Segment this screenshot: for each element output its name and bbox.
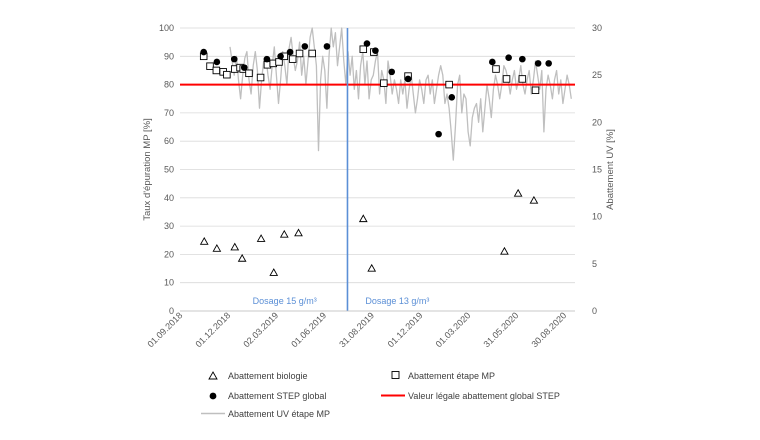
y-tick-right: 5 [592, 259, 597, 269]
point-etape-mp [359, 45, 368, 53]
legend-label-etape-mp: Abattement étape MP [408, 371, 495, 381]
y-tick-right: 20 [592, 117, 602, 127]
point-etape-mp [295, 49, 304, 58]
marker-layer [199, 40, 552, 276]
x-tick-label: 01.03.2020 [434, 310, 473, 349]
point-etape-mp [380, 79, 388, 87]
point-biologie [256, 234, 266, 242]
x-tick-label: 30.08.2020 [529, 310, 568, 349]
y-tick-left: 40 [164, 193, 174, 203]
legend-square-marker [391, 371, 400, 379]
point-etape-mp [206, 62, 214, 70]
y-tick-left: 10 [164, 278, 174, 288]
point-step-global [448, 94, 456, 101]
y-axis-right-label: Abattement UV [%] [605, 129, 616, 210]
point-biologie [529, 195, 539, 204]
point-etape-mp [212, 66, 221, 75]
y-tick-left: 20 [164, 249, 174, 259]
point-step-global [519, 55, 526, 63]
point-biologie [269, 268, 279, 276]
point-biologie [279, 229, 289, 238]
uv-series-layer [229, 27, 572, 161]
legend-label-uv: Abattement UV étape MP [228, 409, 330, 419]
y-tick-left: 90 [164, 51, 174, 61]
point-step-global [230, 55, 238, 63]
y-tick-right: 0 [592, 306, 597, 316]
point-step-global [489, 58, 496, 66]
legend-item-step-global: Abattement STEP global [209, 391, 326, 401]
y-tick-left: 30 [164, 221, 174, 231]
point-biologie [199, 236, 209, 245]
x-tick-label: 01.12.2019 [386, 310, 425, 349]
x-tick-label: 31.05.2020 [482, 310, 521, 349]
y-tick-left: 0 [169, 306, 174, 316]
point-step-global [435, 130, 442, 138]
annotation-dosage-13: Dosage 13 g/m³ [365, 296, 429, 306]
point-etape-mp [223, 70, 231, 79]
y-tick-left: 100 [159, 23, 174, 33]
point-step-global [404, 75, 412, 83]
point-etape-mp [518, 75, 527, 83]
legend-circle-marker [209, 392, 217, 400]
x-tick-label: 01.12.2018 [193, 310, 232, 349]
point-step-global [388, 68, 396, 76]
point-etape-mp [492, 65, 500, 73]
y-tick-left: 50 [164, 165, 174, 175]
legend-label-step-global: Abattement STEP global [228, 391, 326, 401]
point-etape-mp [245, 69, 253, 78]
point-etape-mp [445, 80, 453, 89]
x-tick-label: 31.08.2019 [337, 310, 376, 349]
x-tick-label: 01.06.2019 [289, 310, 328, 349]
point-step-global [263, 55, 271, 63]
point-step-global [301, 43, 309, 50]
point-etape-mp [308, 49, 316, 58]
annotation-dosage-15: Dosage 15 g/m³ [253, 296, 317, 306]
y-tick-left: 80 [164, 80, 174, 90]
point-etape-mp [531, 86, 540, 95]
point-biologie [367, 263, 377, 272]
y-axis-left-label: Taux d'épuration MP [%] [142, 118, 153, 221]
point-step-global [213, 58, 221, 66]
legend: Abattement biologie Abattement étape MP … [201, 371, 560, 419]
legend-item-legal: Valeur légale abattement global STEP [381, 391, 560, 401]
legend-triangle-marker [208, 371, 218, 380]
point-etape-mp [256, 73, 265, 82]
point-biologie [294, 228, 303, 237]
point-biologie [230, 242, 240, 251]
x-tick-label: 01.09.2018 [145, 310, 184, 349]
point-step-global [363, 40, 371, 47]
point-biologie [500, 246, 509, 255]
legend-item-biologie: Abattement biologie [208, 371, 308, 381]
point-etape-mp [288, 55, 297, 63]
point-biologie [237, 253, 247, 262]
x-tick-label: 02.03.2019 [241, 310, 280, 349]
point-step-global [372, 47, 379, 54]
point-etape-mp [502, 75, 511, 83]
point-step-global [323, 43, 331, 50]
y-tick-left: 70 [164, 108, 174, 118]
point-step-global [240, 64, 248, 71]
legend-item-uv: Abattement UV étape MP [201, 409, 330, 419]
uv-series-line [229, 27, 572, 161]
point-step-global [534, 60, 542, 67]
legend-item-etape-mp: Abattement étape MP [391, 371, 495, 381]
point-step-global [286, 48, 294, 56]
y-tick-right: 25 [592, 70, 602, 80]
y-tick-right: 10 [592, 212, 602, 222]
y-tick-left: 60 [164, 136, 174, 146]
point-biologie [513, 188, 523, 197]
legend-label-legal: Valeur légale abattement global STEP [408, 391, 560, 401]
point-step-global [200, 48, 207, 56]
y-tick-right: 15 [592, 165, 602, 175]
point-step-global [505, 54, 512, 62]
y-tick-right: 30 [592, 23, 602, 33]
point-biologie [212, 244, 222, 252]
point-step-global [277, 53, 284, 60]
point-step-global [545, 60, 552, 67]
legend-label-biologie: Abattement biologie [228, 371, 308, 381]
point-biologie [358, 214, 368, 223]
